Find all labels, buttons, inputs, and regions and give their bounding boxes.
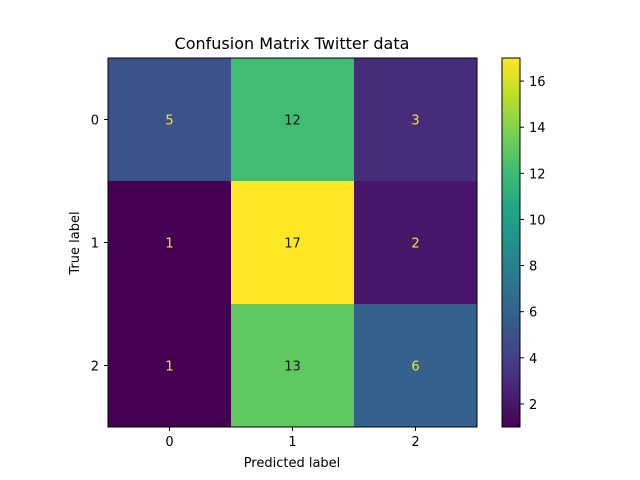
heatmap-cell-2-0 bbox=[108, 304, 232, 428]
heatmap-cell-2-2 bbox=[354, 304, 478, 428]
heatmap-cell-1-1 bbox=[231, 181, 355, 305]
x-axis-label: Predicted label bbox=[244, 456, 341, 471]
colorbar-tick-label-3: 8 bbox=[529, 260, 537, 275]
x-tick-label-0: 0 bbox=[165, 435, 173, 450]
x-axis-ticks: 0 1 2 bbox=[165, 427, 420, 450]
cell-value-0-1: 12 bbox=[284, 114, 301, 129]
heatmap-cell-0-1 bbox=[231, 58, 355, 182]
x-tick-label-2: 2 bbox=[411, 435, 419, 450]
heatmap-cell-0-0 bbox=[108, 58, 232, 182]
y-tick-label-2: 2 bbox=[91, 360, 99, 375]
colorbar-tick-label-1: 4 bbox=[529, 352, 537, 367]
colorbar-tick-label-2: 6 bbox=[529, 306, 537, 321]
y-axis-label: True label bbox=[68, 211, 83, 275]
heatmap-cell-1-0 bbox=[108, 181, 232, 305]
colorbar-tick-label-5: 12 bbox=[529, 167, 546, 182]
y-tick-label-1: 1 bbox=[91, 237, 99, 252]
colorbar-tick-label-6: 14 bbox=[529, 121, 546, 136]
cell-value-2-2: 6 bbox=[411, 360, 419, 375]
heatmap-cell-2-1 bbox=[231, 304, 355, 428]
cell-value-1-2: 2 bbox=[411, 237, 419, 252]
y-tick-label-0: 0 bbox=[91, 114, 99, 129]
x-tick-label-1: 1 bbox=[288, 435, 296, 450]
cell-value-0-2: 3 bbox=[411, 114, 419, 129]
y-axis-ticks: 0 1 2 bbox=[91, 114, 108, 375]
chart-title: Confusion Matrix Twitter data bbox=[175, 34, 410, 53]
heatmap-cells bbox=[108, 58, 478, 428]
colorbar bbox=[501, 57, 521, 428]
cell-value-1-1: 17 bbox=[284, 237, 301, 252]
cell-value-1-0: 1 bbox=[165, 237, 173, 252]
cell-value-2-1: 13 bbox=[284, 360, 301, 375]
colorbar-tick-label-4: 10 bbox=[529, 213, 546, 228]
colorbar-tick-label-0: 2 bbox=[529, 398, 537, 413]
cell-value-2-0: 1 bbox=[165, 360, 173, 375]
heatmap-cell-0-2 bbox=[354, 58, 478, 182]
cell-value-labels: 5 12 3 1 17 2 1 13 6 bbox=[165, 114, 419, 375]
cell-value-0-0: 5 bbox=[165, 114, 173, 129]
colorbar-tick-label-7: 16 bbox=[529, 75, 546, 90]
heatmap-cell-1-2 bbox=[354, 181, 478, 305]
colorbar-ticks: 2 4 6 8 10 12 14 16 bbox=[520, 75, 546, 413]
